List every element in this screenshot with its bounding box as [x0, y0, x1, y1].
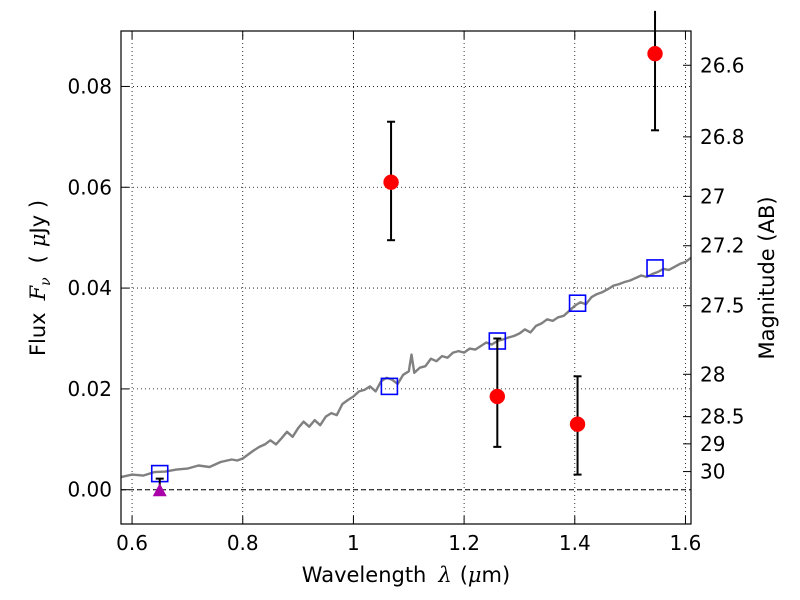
right-axis-ticks: 26.6 26.8 27 27.2 27.5 28 28.5 29 30	[683, 53, 745, 484]
observed-points-layer	[383, 45, 663, 432]
y-tick-label: 0.06	[67, 175, 112, 199]
right-tick-label: 28.5	[700, 405, 745, 429]
y-tick-label: 0.02	[67, 377, 112, 401]
error-bars-layer	[387, 10, 660, 476]
observed-point	[647, 45, 663, 62]
model-spectrum-layer	[120, 256, 692, 479]
observed-point	[489, 388, 506, 405]
model-spectrum-line	[120, 256, 692, 479]
y-axis-ticks: 0.00 0.02 0.04 0.06 0.08	[67, 74, 129, 502]
model-photometry-layer	[150, 259, 664, 483]
right-tick-label: 29	[700, 432, 725, 456]
x-axis-label: Wavelength λ (μm)	[302, 563, 510, 587]
grid-lines	[121, 31, 691, 524]
y-tick-label: 0.08	[67, 74, 112, 98]
upper-limit-triangle	[152, 483, 167, 497]
right-tick-label: 28	[700, 362, 725, 386]
model-photometry-square	[380, 377, 399, 396]
right-tick-label: 26.8	[700, 125, 745, 149]
model-photometry-square	[568, 294, 587, 313]
y-tick-label: 0.00	[67, 478, 112, 502]
upper-limit-layer	[152, 477, 167, 497]
x-axis-ticks: 0.6 0.8 1 1.2 1.4 1.6	[116, 31, 701, 555]
observed-point	[569, 416, 586, 432]
y-axis-label: FluxFν(μJy )	[26, 200, 54, 356]
x-tick-label: 0.6	[116, 531, 148, 555]
right-tick-label: 27	[700, 184, 725, 208]
x-tick-label: 1.2	[448, 531, 480, 555]
right-tick-label: 27.5	[700, 294, 745, 318]
model-photometry-square	[646, 259, 664, 277]
right-tick-label: 27.2	[700, 234, 745, 258]
observed-point	[383, 174, 399, 190]
y-tick-label: 0.04	[67, 276, 112, 300]
x-tick-label: 1	[347, 531, 360, 555]
x-tick-label: 1.6	[670, 531, 702, 555]
right-axis-label: Magnitude (AB)	[755, 196, 779, 359]
right-tick-label: 30	[700, 460, 725, 484]
x-tick-label: 0.8	[227, 531, 259, 555]
plot-frame	[120, 30, 692, 525]
x-tick-label: 1.4	[559, 531, 591, 555]
right-tick-label: 26.6	[700, 53, 745, 77]
